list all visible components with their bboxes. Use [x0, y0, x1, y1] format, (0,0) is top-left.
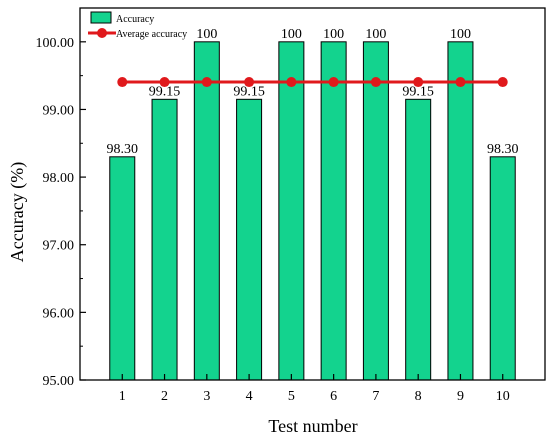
bar-value-label: 100: [365, 27, 386, 42]
data-labels-layer: 98.30 99.15 100 99.15 100 100 100 99.15 100 98.30: [107, 27, 519, 157]
x-tick-label: 6: [330, 389, 337, 404]
average-accuracy-marker: [159, 77, 170, 88]
bar-test-1: [109, 156, 136, 381]
bar-value-label: 100: [196, 27, 217, 42]
legend-average-label: Average accuracy: [116, 29, 187, 40]
bar-value-label: 98.30: [107, 142, 139, 157]
x-tick-label: 3: [203, 389, 210, 404]
x-axis-title: Test number: [268, 416, 357, 436]
y-axis-title: Accuracy (%): [7, 162, 28, 262]
bar-value-label: 98.30: [487, 142, 519, 157]
x-tick-label: 5: [288, 389, 295, 404]
average-accuracy-marker: [117, 77, 128, 88]
bars-layer: [109, 41, 516, 381]
bar-value-label: 100: [450, 27, 471, 42]
y-tick-label: 96.00: [43, 306, 75, 321]
y-tick-label: 98.00: [43, 171, 75, 186]
bar-value-label: 99.15: [233, 84, 265, 99]
average-accuracy-marker: [455, 77, 466, 88]
x-tick-label: 7: [372, 389, 379, 404]
y-tick-label: 100.00: [36, 36, 75, 51]
bar-test-7: [362, 41, 389, 381]
average-accuracy-marker: [201, 77, 212, 88]
bar-test-10: [489, 156, 516, 381]
bar-test-8: [405, 98, 432, 381]
x-tick-label: 9: [457, 389, 464, 404]
average-accuracy-marker: [286, 77, 297, 88]
average-line-layer: [117, 77, 508, 88]
average-accuracy-marker: [244, 77, 255, 88]
legend: Accuracy Average accuracy: [88, 11, 187, 40]
y-tick-label: 99.00: [43, 103, 75, 118]
x-tick-label: 1: [119, 389, 126, 404]
bar-value-label: 100: [323, 27, 344, 42]
legend-average-marker: [97, 28, 107, 38]
bar-value-label: 99.15: [149, 84, 181, 99]
average-accuracy-marker: [370, 77, 381, 88]
bar-test-3: [193, 41, 220, 381]
bar-test-4: [236, 98, 263, 381]
x-tick-label: 4: [246, 389, 253, 404]
legend-accuracy-label: Accuracy: [116, 14, 154, 25]
y-tick-label: 97.00: [43, 239, 75, 254]
axes-layer: 95.00 96.00 97.00 98.00 99.00 100.00 1 2 3 4 5 6 7 8 9…: [36, 7, 546, 404]
bar-value-label: 100: [281, 27, 302, 42]
bar-test-6: [320, 41, 347, 381]
bar-test-2: [151, 98, 178, 381]
x-tick-label: 2: [161, 389, 168, 404]
legend-accuracy-swatch: [90, 11, 112, 24]
y-tick-label: 95.00: [43, 374, 75, 389]
bar-value-label: 99.15: [402, 84, 434, 99]
average-accuracy-marker: [328, 77, 339, 88]
x-tick-label: 8: [415, 389, 422, 404]
bar-test-9: [447, 41, 474, 381]
plot-frame: [79, 7, 546, 381]
average-accuracy-marker: [413, 77, 424, 88]
average-accuracy-marker: [497, 77, 508, 88]
x-tick-label: 10: [496, 389, 510, 404]
bar-test-5: [278, 41, 305, 381]
